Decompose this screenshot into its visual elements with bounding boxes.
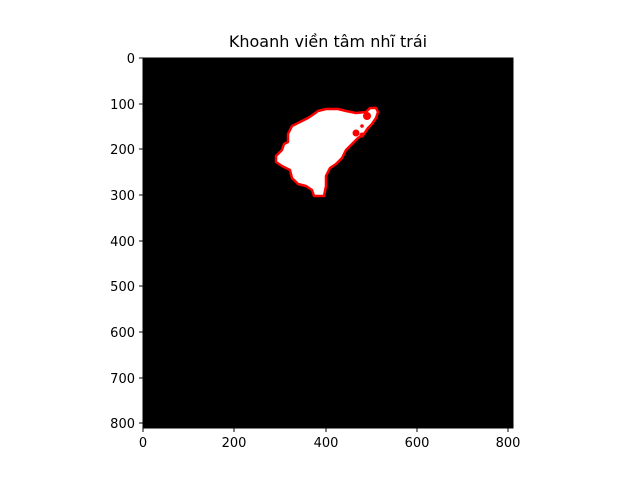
contour-fragment	[352, 129, 360, 137]
y-tick-label: 600	[110, 326, 135, 341]
figure-title: Khoanh viền tâm nhĩ trái	[228, 32, 428, 51]
y-tick-label: 700	[110, 372, 135, 387]
contour-fragment	[363, 112, 371, 120]
x-tick-label: 0	[139, 436, 147, 451]
y-tick-label: 400	[110, 235, 135, 250]
y-tick-label: 300	[110, 189, 135, 204]
x-axis: 0 200 400 600 800	[139, 428, 521, 451]
atrium-mask	[274, 106, 380, 198]
contour-fragment	[359, 132, 365, 138]
contour-fragment	[360, 124, 364, 128]
y-tick-label: 0	[127, 52, 135, 67]
x-tick-label: 200	[222, 436, 247, 451]
x-tick-label: 400	[314, 436, 339, 451]
x-tick-label: 600	[405, 436, 430, 451]
x-tick-label: 800	[496, 436, 521, 451]
y-tick-label: 500	[110, 280, 135, 295]
y-tick-label: 200	[110, 143, 135, 158]
axes-frame	[142, 57, 514, 429]
y-axis: 0 100 200 300 400 500 600 700 800	[110, 52, 143, 432]
y-tick-label: 800	[110, 417, 135, 432]
y-tick-label: 100	[110, 98, 135, 113]
